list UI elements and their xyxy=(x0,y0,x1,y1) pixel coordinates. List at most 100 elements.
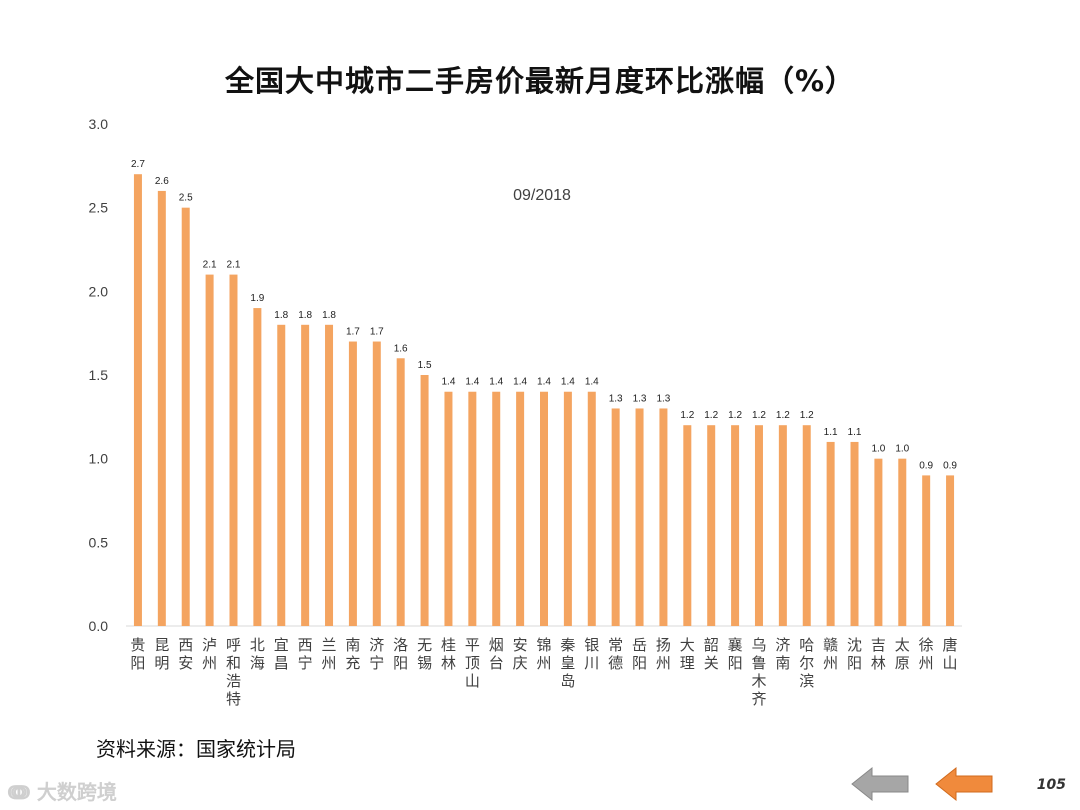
bar xyxy=(778,425,787,626)
y-tick-label: 3.0 xyxy=(89,116,109,132)
bar xyxy=(683,425,692,626)
x-tick-label: 济南 xyxy=(775,636,790,672)
data-label: 1.8 xyxy=(298,310,312,321)
x-tick-label: 无锡 xyxy=(417,636,432,672)
data-label: 2.1 xyxy=(203,260,217,271)
data-label: 1.1 xyxy=(848,427,862,438)
bar xyxy=(468,391,477,626)
bar xyxy=(946,475,955,626)
x-tick-label: 西安 xyxy=(178,636,193,672)
x-tick-label: 呼和浩特 xyxy=(226,636,241,708)
data-label: 1.6 xyxy=(394,343,408,354)
data-label: 1.3 xyxy=(609,393,623,404)
next-page-button[interactable] xyxy=(932,764,996,804)
data-label: 1.2 xyxy=(704,410,718,421)
x-tick-label: 大理 xyxy=(680,636,695,672)
data-label: 1.2 xyxy=(752,410,766,421)
bar xyxy=(372,341,381,626)
source-note: 资料来源：国家统计局 xyxy=(96,737,296,761)
bar xyxy=(898,458,907,626)
bar xyxy=(348,341,357,626)
data-label: 2.1 xyxy=(227,260,241,271)
data-label: 1.3 xyxy=(633,393,647,404)
x-tick-label: 徐州 xyxy=(919,636,934,672)
x-tick-label: 洛阳 xyxy=(393,636,408,672)
bar xyxy=(277,324,286,626)
data-label: 1.2 xyxy=(728,410,742,421)
chart-annotation: 09/2018 xyxy=(513,187,571,204)
y-tick-label: 1.5 xyxy=(89,367,109,383)
x-tick-label: 银川 xyxy=(584,636,599,672)
data-label: 2.7 xyxy=(131,159,145,170)
y-tick-label: 0.5 xyxy=(89,534,109,550)
bar xyxy=(707,425,716,626)
data-label: 1.4 xyxy=(537,377,551,388)
previous-page-button[interactable] xyxy=(848,764,912,804)
data-label: 0.9 xyxy=(943,460,957,471)
x-tick-label: 泸州 xyxy=(202,636,217,672)
bar xyxy=(253,308,262,626)
bar xyxy=(850,441,859,626)
bar xyxy=(587,391,596,626)
bar xyxy=(563,391,572,626)
bar xyxy=(731,425,740,626)
data-label: 2.5 xyxy=(179,193,193,204)
x-tick-label: 济宁 xyxy=(369,636,384,672)
bar xyxy=(516,391,525,626)
x-tick-label: 唐山 xyxy=(943,636,958,672)
data-label: 1.2 xyxy=(776,410,790,421)
data-label: 1.7 xyxy=(370,327,384,338)
watermark-logo-icon: ↈ xyxy=(8,780,30,804)
watermark: ↈ 大数跨境 xyxy=(8,776,117,805)
x-tick-label: 哈尔滨 xyxy=(799,636,814,690)
data-label: 1.4 xyxy=(561,377,575,388)
x-tick-label: 平顶山 xyxy=(465,636,480,690)
data-label: 2.6 xyxy=(155,176,169,187)
x-tick-label: 贵阳 xyxy=(130,636,145,672)
bar xyxy=(826,441,835,626)
data-label: 1.9 xyxy=(250,293,264,304)
bar xyxy=(229,274,238,626)
data-label: 1.2 xyxy=(680,410,694,421)
x-tick-label: 桂林 xyxy=(441,636,456,672)
left-arrow-icon xyxy=(935,766,993,802)
bar xyxy=(181,207,190,626)
x-tick-label: 北海 xyxy=(250,636,265,672)
bar xyxy=(754,425,763,626)
x-tick-label: 秦皇岛 xyxy=(560,636,575,690)
data-label: 1.8 xyxy=(274,310,288,321)
bar xyxy=(444,391,453,626)
bar xyxy=(133,174,142,626)
bar xyxy=(540,391,548,626)
bar xyxy=(635,408,644,626)
bar xyxy=(157,190,166,626)
data-label: 1.3 xyxy=(656,393,670,404)
data-label: 1.4 xyxy=(585,377,599,388)
bar xyxy=(922,475,931,626)
x-tick-label: 吉林 xyxy=(871,636,886,672)
left-arrow-icon xyxy=(851,766,909,802)
data-label: 1.4 xyxy=(489,377,503,388)
x-tick-label: 韶关 xyxy=(704,636,719,672)
bar xyxy=(325,324,334,626)
data-label: 1.4 xyxy=(513,377,527,388)
x-tick-label: 安庆 xyxy=(513,636,528,672)
data-label: 1.0 xyxy=(871,444,885,455)
x-tick-label: 太原 xyxy=(895,636,910,672)
data-label: 1.7 xyxy=(346,327,360,338)
x-tick-label: 宜昌 xyxy=(274,636,289,672)
bar xyxy=(205,274,214,626)
data-label: 1.4 xyxy=(465,377,479,388)
y-tick-label: 2.5 xyxy=(89,200,109,216)
y-tick-label: 0.0 xyxy=(89,618,109,634)
x-tick-label: 襄阳 xyxy=(728,636,743,672)
x-tick-label: 沈阳 xyxy=(847,636,862,672)
x-tick-label: 赣州 xyxy=(823,636,838,672)
x-tick-label: 南充 xyxy=(345,636,360,672)
bar xyxy=(301,324,310,626)
x-tick-label: 常德 xyxy=(608,636,623,672)
y-tick-label: 2.0 xyxy=(89,283,109,299)
bar xyxy=(492,391,501,626)
bar xyxy=(874,458,883,626)
y-tick-label: 1.0 xyxy=(89,451,109,467)
